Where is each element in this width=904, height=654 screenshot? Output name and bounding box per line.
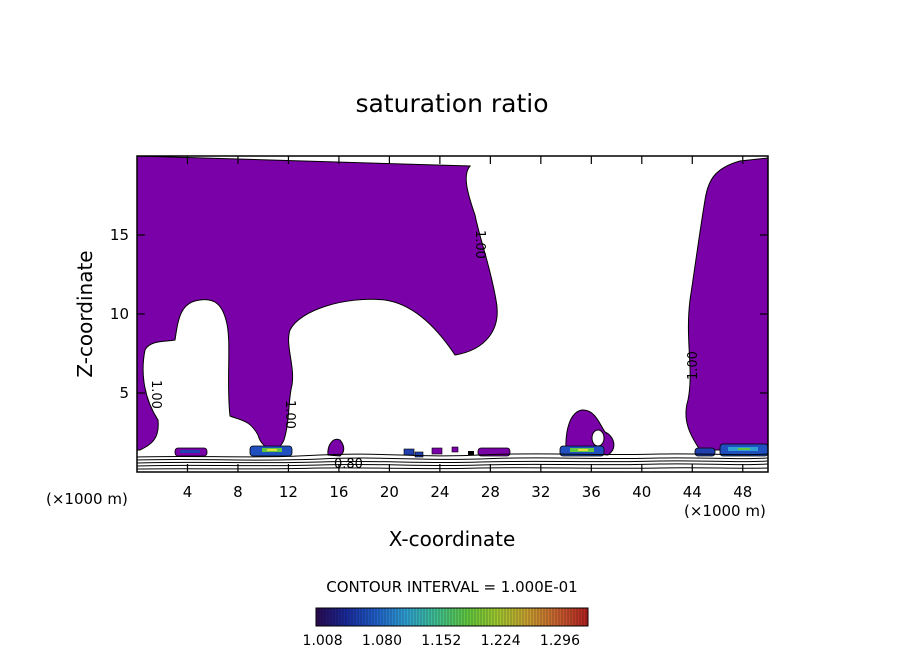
x-tick-label: 28 — [481, 483, 500, 501]
x-tick-label: 44 — [683, 483, 702, 501]
z-unit-label: (×1000 m) — [684, 502, 766, 520]
colorbar-tick-label: 1.080 — [362, 633, 402, 649]
contour-interval-label: CONTOUR INTERVAL = 1.000E-01 — [326, 578, 577, 596]
surface-contours — [137, 453, 768, 470]
colorbar-tick-label: 1.224 — [481, 633, 521, 649]
x-tick-label: 36 — [582, 483, 601, 501]
colorbar-stripes — [318, 608, 587, 626]
colorbar-labels: 1.008 1.080 1.152 1.224 1.296 — [303, 633, 581, 649]
colorbar-tick-label: 1.296 — [540, 633, 580, 649]
x-tick-label: 8 — [233, 483, 243, 501]
x-tick-label: 32 — [531, 483, 550, 501]
x-tick-label: 4 — [183, 483, 193, 501]
y-tick-label: 5 — [119, 384, 129, 402]
contour-label: 1.00 — [282, 400, 297, 429]
colorbar-tick-label: 1.008 — [303, 633, 343, 649]
x-tick-label: 12 — [279, 483, 298, 501]
x-tick-label: 48 — [733, 483, 752, 501]
saturated-region-left — [137, 156, 498, 451]
y-axis-label: Z-coordinate — [73, 250, 97, 377]
contour-label: 1.00 — [148, 380, 163, 409]
x-tick-label: 40 — [632, 483, 651, 501]
cell-hole-36km — [591, 429, 605, 447]
x-tick-label: 24 — [430, 483, 449, 501]
y-axis: 5 10 15 — [110, 226, 768, 402]
chart-title: saturation ratio — [355, 89, 548, 118]
y-tick-label: 10 — [110, 305, 129, 323]
plot-area — [137, 156, 768, 470]
saturated-region-right — [685, 157, 768, 451]
x-tick-label: 16 — [329, 483, 348, 501]
x-axis: 4 8 12 16 20 24 28 32 36 40 44 48 — [183, 156, 752, 501]
small-patch-16km — [327, 438, 345, 457]
colorbar-tick-label: 1.152 — [421, 633, 461, 649]
contour-label: 0.80 — [334, 457, 363, 472]
contour-labels: 1.00 1.00 1.00 1.00 0.80 — [148, 230, 701, 472]
x-axis-label: X-coordinate — [389, 527, 516, 551]
contour-label: 1.00 — [472, 230, 487, 259]
y-tick-label: 15 — [110, 226, 129, 244]
contour-label: 1.00 — [686, 351, 701, 380]
x-unit-label: (×1000 m) — [46, 490, 128, 508]
x-tick-label: 20 — [380, 483, 399, 501]
